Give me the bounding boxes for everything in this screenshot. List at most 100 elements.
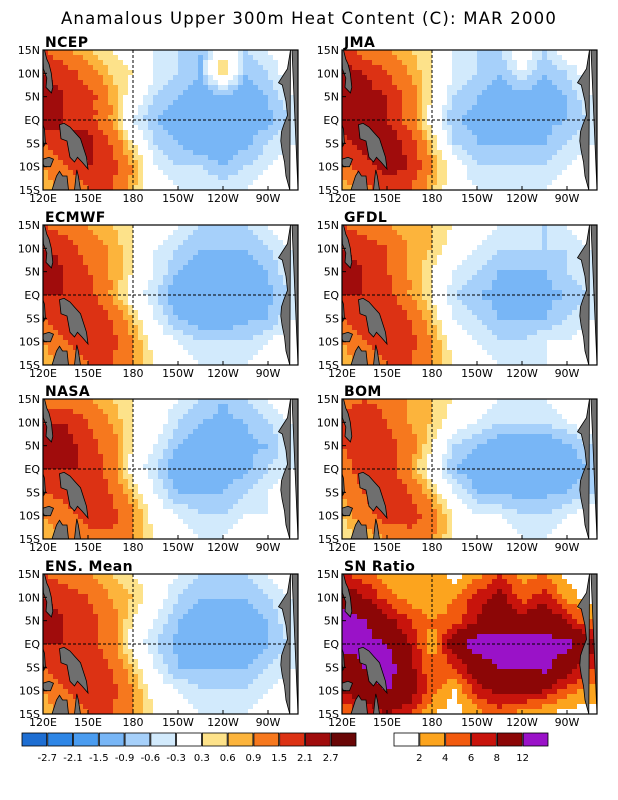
heatmap-cell xyxy=(537,140,543,146)
heatmap-cell xyxy=(213,225,219,231)
heatmap-cell xyxy=(447,235,453,241)
heatmap-cell xyxy=(427,80,433,86)
heatmap-cell xyxy=(183,175,189,181)
heatmap-cell xyxy=(203,150,209,156)
heatmap-cell xyxy=(427,255,433,261)
land-polygon xyxy=(43,345,69,365)
heatmap-cell xyxy=(477,235,483,241)
heatmap-cell xyxy=(442,155,448,161)
heatmap-cell xyxy=(532,130,538,136)
heatmap-cell xyxy=(547,230,553,236)
heatmap-cell xyxy=(407,145,413,151)
heatmap-cell xyxy=(492,70,498,76)
heatmap-cell xyxy=(552,75,558,81)
heatmap-cell xyxy=(427,260,433,266)
heatmap-cell xyxy=(432,165,438,171)
heatmap-cell xyxy=(123,160,129,166)
heatmap-cell xyxy=(108,310,114,316)
heatmap-cell xyxy=(467,165,473,171)
heatmap-cell xyxy=(223,65,229,71)
heatmap-cell xyxy=(58,60,64,66)
heatmap-cell xyxy=(98,115,104,121)
heatmap-cell xyxy=(497,165,503,171)
heatmap-cell xyxy=(43,250,49,256)
heatmap-cell xyxy=(128,325,134,331)
heatmap-cell xyxy=(103,145,109,151)
heatmap-cell xyxy=(532,65,538,71)
heatmap-cell xyxy=(238,300,244,306)
heatmap-cell xyxy=(587,105,593,111)
heatmap-cell xyxy=(577,155,583,161)
heatmap-cell xyxy=(377,240,383,246)
heatmap-cell xyxy=(193,185,199,190)
heatmap-cell xyxy=(482,145,488,151)
heatmap-cell xyxy=(357,150,363,156)
heatmap-cell xyxy=(93,270,99,276)
heatmap-cell xyxy=(218,125,224,131)
heatmap-cell xyxy=(118,155,124,161)
heatmap-cell xyxy=(258,290,264,296)
heatmap-cell xyxy=(98,130,104,136)
heatmap-cell xyxy=(168,130,174,136)
heatmap-cell xyxy=(158,355,164,361)
heatmap-cell xyxy=(73,225,79,231)
heatmap-cell xyxy=(447,175,453,181)
heatmap-cell xyxy=(472,90,478,96)
heatmap-cell xyxy=(218,175,224,181)
heatmap-cell xyxy=(397,75,403,81)
heatmap-cell xyxy=(218,325,224,331)
heatmap-cell xyxy=(188,155,194,161)
heatmap-cell xyxy=(88,260,94,266)
heatmap-cell xyxy=(567,115,573,121)
heatmap-cell xyxy=(362,275,368,281)
heatmap-cell xyxy=(98,55,104,61)
heatmap-cell xyxy=(432,230,438,236)
heatmap-cell xyxy=(263,170,269,176)
heatmap-cell xyxy=(258,305,264,311)
heatmap-cell xyxy=(397,125,403,131)
heatmap-cell xyxy=(118,325,124,331)
heatmap-cell xyxy=(472,270,478,276)
heatmap-cell xyxy=(273,140,279,146)
heatmap-cell xyxy=(352,65,358,71)
heatmap-cell xyxy=(492,100,498,106)
heatmap-cell xyxy=(178,110,184,116)
heatmap-cell xyxy=(88,85,94,91)
heatmap-cell xyxy=(427,225,433,231)
heatmap-cell xyxy=(68,95,74,101)
heatmap-cell xyxy=(258,225,264,231)
heatmap-cell xyxy=(133,310,139,316)
heatmap-cell xyxy=(497,235,503,241)
heatmap-cell xyxy=(557,90,563,96)
heatmap-cell xyxy=(407,100,413,106)
heatmap-cell xyxy=(452,90,458,96)
heatmap-cell xyxy=(427,110,433,116)
heatmap-cell xyxy=(562,270,568,276)
heatmap-cell xyxy=(233,335,239,341)
heatmap-cell xyxy=(93,300,99,306)
heatmap-cell xyxy=(218,280,224,286)
heatmap-cell xyxy=(263,70,269,76)
heatmap-cell xyxy=(163,50,169,56)
heatmap-cell xyxy=(352,130,358,136)
heatmap-cell xyxy=(278,270,284,276)
heatmap-cell xyxy=(283,275,289,281)
heatmap-cell xyxy=(138,290,144,296)
heatmap-cell xyxy=(123,290,129,296)
heatmap-cell xyxy=(497,180,503,186)
heatmap-cell xyxy=(253,50,259,56)
heatmap-cell xyxy=(258,300,264,306)
heatmap-cell xyxy=(163,145,169,151)
land-polygon xyxy=(59,122,89,171)
heatmap-cell xyxy=(138,140,144,146)
heatmap-cell xyxy=(572,175,578,181)
heatmap-cell xyxy=(238,330,244,336)
heatmap-cell xyxy=(288,170,294,176)
heatmap-cell xyxy=(537,85,543,91)
heatmap-cell xyxy=(587,175,593,181)
heatmap-cell xyxy=(93,125,99,131)
heatmap-cell xyxy=(258,85,264,91)
heatmap-cell xyxy=(188,340,194,346)
heatmap-cell xyxy=(572,235,578,241)
heatmap-cell xyxy=(367,240,373,246)
